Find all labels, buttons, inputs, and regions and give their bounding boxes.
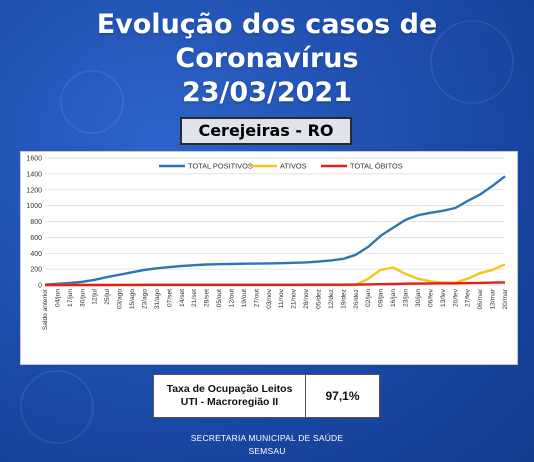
x-tick-label: 06/mar xyxy=(477,288,484,309)
x-tick-label: 13/mar xyxy=(490,288,497,309)
legend-entry: TOTAL POSITIVOS xyxy=(188,162,253,171)
y-tick-label: 200 xyxy=(30,267,42,274)
x-tick-label: 06/fev xyxy=(427,288,434,307)
title-date: 23/03/2021 xyxy=(181,77,352,108)
x-tick-label: 03/nov xyxy=(266,288,273,309)
x-tick-label: 28/nov xyxy=(303,288,310,309)
x-tick-label: 05/dez xyxy=(316,289,323,309)
x-tick-label: 12/jul xyxy=(92,288,99,304)
legend-entry: ATIVOS xyxy=(280,162,307,171)
y-tick-label: 800 xyxy=(30,219,42,226)
uti-occupancy-box: Taxa de Ocupação Leitos UTI - Macroregiã… xyxy=(153,374,380,418)
x-tick-label: 20/fev xyxy=(452,288,459,307)
virus-decoration xyxy=(430,20,514,104)
y-tick-label: 400 xyxy=(30,251,42,258)
x-tick-label: 27/fev xyxy=(465,288,472,307)
x-tick-label: Saldo anterior xyxy=(42,288,49,330)
footer-line-2: SEMSAU xyxy=(248,446,286,456)
x-tick-label: 02/jan xyxy=(365,289,372,307)
title-line-2: Coronavírus xyxy=(175,43,359,74)
chart-panel: 0 200 400 600 800 1000 1200 1400 1600 Saldo anter… xyxy=(20,151,518,365)
x-tick-label: 20/mar xyxy=(502,288,509,309)
x-tick-label: 17/jun xyxy=(67,289,74,307)
x-tick-label: 28/set xyxy=(204,289,211,307)
x-tick-label: 27/out xyxy=(253,289,260,308)
x-tick-label: 14/set xyxy=(179,289,186,307)
legend-entry: TOTAL ÓBITOS xyxy=(350,162,403,171)
y-tick-label: 0 xyxy=(38,283,42,290)
series-line-3 xyxy=(45,281,506,287)
location-label: Cerejeiras - RO xyxy=(180,117,352,145)
y-tick-label: 600 xyxy=(30,235,42,242)
x-tick-label: 09/jan xyxy=(378,289,385,307)
line-chart: 0 200 400 600 800 1000 1200 1400 1600 Saldo anter… xyxy=(26,156,509,331)
uti-label-line-2: UTI - Macroregião II xyxy=(180,396,279,408)
x-tick-label: 30/jun xyxy=(79,289,86,307)
uti-label-line-1: Taxa de Ocupação Leitos xyxy=(166,383,293,395)
y-tick-label: 1200 xyxy=(26,187,42,194)
x-tick-label: 15/ago xyxy=(129,289,136,310)
x-tick-label: 03/ago xyxy=(117,289,124,310)
x-tick-label: 05/out xyxy=(216,289,223,308)
x-tick-label: 04/jun xyxy=(54,289,61,307)
virus-decoration xyxy=(20,370,94,444)
x-tick-label: 30/jan xyxy=(415,289,422,307)
x-tick-label: 19/out xyxy=(241,289,248,308)
x-tick-label: 21/set xyxy=(191,289,198,307)
x-tick-label: 21/nov xyxy=(291,288,298,309)
y-tick-label: 1600 xyxy=(26,156,42,163)
x-tick-label: 12/out xyxy=(228,289,235,308)
title-line-1: Evolução dos casos de xyxy=(96,9,438,40)
virus-decoration xyxy=(60,70,124,134)
y-tick-label: 1000 xyxy=(26,203,42,210)
x-tick-label: 23/jan xyxy=(403,289,410,307)
x-tick-label: 12/dez xyxy=(328,289,335,309)
x-tick-label: 23/ago xyxy=(141,289,148,310)
x-tick-label: 26/dez xyxy=(353,289,360,309)
uti-label: Taxa de Ocupação Leitos UTI - Macroregiã… xyxy=(154,375,306,417)
x-tick-label: 31/ago xyxy=(154,289,161,310)
footer-line-1: SECRETARIA MUNICIPAL DE SAÚDE xyxy=(190,433,344,443)
x-tick-label: 19/dez xyxy=(340,289,347,309)
x-tick-label: 13/fev xyxy=(440,288,447,307)
uti-value: 97,1% xyxy=(325,389,360,403)
x-tick-label: 07/set xyxy=(166,289,173,307)
series-line-1 xyxy=(44,175,506,286)
y-tick-label: 1400 xyxy=(26,171,42,178)
x-tick-label: 25/jul xyxy=(104,288,111,304)
x-tick-label: 16/jan xyxy=(390,289,397,307)
x-tick-label: 11/nov xyxy=(278,288,285,308)
